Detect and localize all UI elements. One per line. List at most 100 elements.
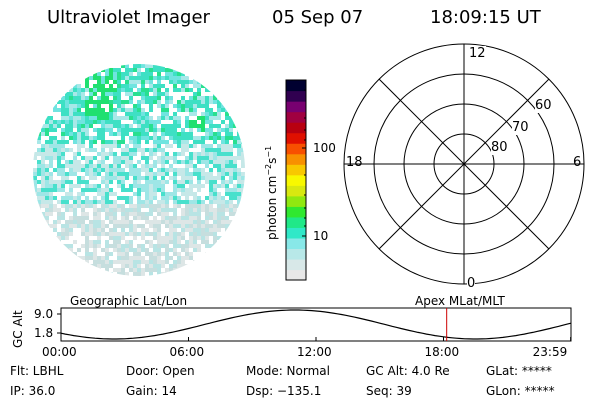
image-pixel bbox=[61, 196, 65, 200]
image-pixel bbox=[221, 140, 225, 144]
image-pixel bbox=[185, 76, 189, 80]
image-pixel bbox=[141, 216, 145, 220]
image-pixel bbox=[33, 156, 37, 160]
image-pixel bbox=[57, 184, 61, 188]
image-pixel bbox=[153, 268, 157, 272]
image-pixel bbox=[229, 180, 233, 184]
image-pixel bbox=[201, 224, 205, 228]
image-pixel bbox=[57, 156, 61, 160]
image-pixel bbox=[45, 124, 49, 128]
image-pixel bbox=[201, 200, 205, 204]
image-pixel bbox=[97, 128, 101, 132]
image-pixel bbox=[117, 260, 121, 264]
image-pixel bbox=[165, 180, 169, 184]
image-pixel bbox=[181, 132, 185, 136]
image-pixel bbox=[93, 208, 97, 212]
image-pixel bbox=[149, 108, 153, 112]
image-pixel bbox=[85, 88, 89, 92]
image-pixel bbox=[161, 244, 165, 248]
image-pixel bbox=[209, 112, 213, 116]
image-pixel bbox=[141, 128, 145, 132]
image-pixel bbox=[97, 96, 101, 100]
image-pixel bbox=[185, 88, 189, 92]
image-pixel bbox=[165, 96, 169, 100]
image-pixel bbox=[177, 108, 181, 112]
image-pixel bbox=[113, 232, 117, 236]
image-pixel bbox=[201, 144, 205, 148]
image-pixel bbox=[57, 236, 61, 240]
image-pixel bbox=[137, 140, 141, 144]
image-pixel bbox=[109, 228, 113, 232]
image-pixel bbox=[209, 96, 213, 100]
image-pixel bbox=[137, 256, 141, 260]
image-pixel bbox=[109, 176, 113, 180]
image-pixel bbox=[109, 104, 113, 108]
image-pixel bbox=[65, 192, 69, 196]
image-pixel bbox=[141, 232, 145, 236]
image-pixel bbox=[93, 92, 97, 96]
image-pixel bbox=[177, 180, 181, 184]
image-pixel bbox=[185, 160, 189, 164]
image-pixel bbox=[89, 120, 93, 124]
image-pixel bbox=[73, 120, 77, 124]
polar-lat-70: 70 bbox=[512, 120, 529, 135]
image-pixel bbox=[125, 244, 129, 248]
image-pixel bbox=[221, 104, 225, 108]
image-pixel bbox=[101, 112, 105, 116]
image-pixel bbox=[177, 224, 181, 228]
image-pixel bbox=[241, 152, 245, 156]
image-pixel bbox=[97, 172, 101, 176]
image-pixel bbox=[97, 256, 101, 260]
orbit-y-top: 9.0 bbox=[34, 307, 54, 321]
image-pixel bbox=[141, 176, 145, 180]
image-pixel bbox=[133, 228, 137, 232]
colorbar-cell bbox=[286, 153, 306, 165]
status-dsp: Dsp: −135.1 bbox=[246, 384, 322, 398]
image-pixel bbox=[169, 196, 173, 200]
image-pixel bbox=[161, 128, 165, 132]
image-pixel bbox=[221, 120, 225, 124]
image-pixel bbox=[197, 248, 201, 252]
image-pixel bbox=[173, 72, 177, 76]
image-pixel bbox=[193, 172, 197, 176]
image-pixel bbox=[49, 148, 53, 152]
image-pixel bbox=[137, 216, 141, 220]
image-pixel bbox=[181, 144, 185, 148]
image-pixel bbox=[81, 232, 85, 236]
image-pixel bbox=[81, 212, 85, 216]
image-pixel bbox=[173, 120, 177, 124]
image-pixel bbox=[209, 188, 213, 192]
image-pixel bbox=[101, 208, 105, 212]
image-pixel bbox=[69, 244, 73, 248]
image-pixel bbox=[201, 128, 205, 132]
image-pixel bbox=[217, 116, 221, 120]
image-pixel bbox=[189, 232, 193, 236]
image-pixel bbox=[157, 228, 161, 232]
image-pixel bbox=[57, 212, 61, 216]
image-pixel bbox=[61, 180, 65, 184]
image-pixel bbox=[149, 212, 153, 216]
image-pixel bbox=[41, 172, 45, 176]
image-pixel bbox=[97, 168, 101, 172]
image-pixel bbox=[141, 76, 145, 80]
image-pixel bbox=[157, 212, 161, 216]
image-pixel bbox=[165, 92, 169, 96]
image-pixel bbox=[193, 248, 197, 252]
colorbar-gradient bbox=[286, 80, 306, 281]
image-pixel bbox=[145, 196, 149, 200]
image-pixel bbox=[125, 68, 129, 72]
image-pixel bbox=[189, 216, 193, 220]
image-pixel bbox=[117, 224, 121, 228]
image-pixel bbox=[85, 120, 89, 124]
image-pixel bbox=[61, 176, 65, 180]
image-pixel bbox=[145, 116, 149, 120]
image-pixel bbox=[181, 168, 185, 172]
image-pixel bbox=[129, 160, 133, 164]
image-pixel bbox=[193, 196, 197, 200]
image-pixel bbox=[193, 212, 197, 216]
image-pixel bbox=[101, 232, 105, 236]
image-pixel bbox=[145, 220, 149, 224]
image-pixel bbox=[113, 96, 117, 100]
image-pixel bbox=[157, 160, 161, 164]
image-pixel bbox=[61, 168, 65, 172]
